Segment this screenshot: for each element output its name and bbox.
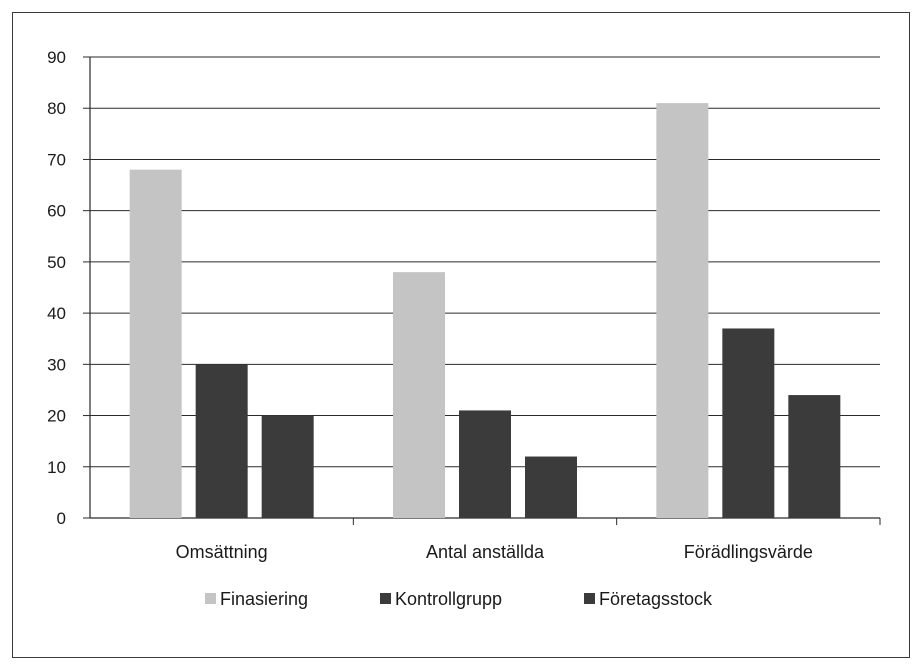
bar (722, 328, 775, 518)
bar (788, 395, 841, 518)
legend-swatch (205, 593, 216, 604)
legend-label: Kontrollgrupp (395, 589, 502, 609)
legend-label: Finasiering (220, 589, 308, 609)
y-tick-label: 80 (47, 99, 66, 118)
y-tick-label: 10 (47, 458, 66, 477)
y-tick-label: 90 (47, 48, 66, 67)
bar (129, 169, 182, 518)
legend-swatch (380, 593, 391, 604)
y-tick-label: 50 (47, 253, 66, 272)
y-tick-label: 30 (47, 355, 66, 374)
x-category-label: Förädlingsvärde (684, 542, 813, 562)
x-category-label: Omsättning (176, 542, 268, 562)
x-category-label: Antal anställda (426, 542, 545, 562)
y-tick-label: 0 (57, 509, 66, 528)
legend-label: Företagsstock (599, 589, 713, 609)
y-tick-label: 40 (47, 304, 66, 323)
y-tick-label: 60 (47, 202, 66, 221)
bar (195, 364, 248, 518)
bar (459, 410, 511, 518)
y-tick-label: 70 (47, 150, 66, 169)
bar (656, 103, 709, 518)
legend-swatch (584, 593, 595, 604)
y-tick-label: 20 (47, 407, 66, 426)
bar (261, 415, 314, 518)
bar (525, 456, 577, 518)
bar (393, 272, 445, 518)
